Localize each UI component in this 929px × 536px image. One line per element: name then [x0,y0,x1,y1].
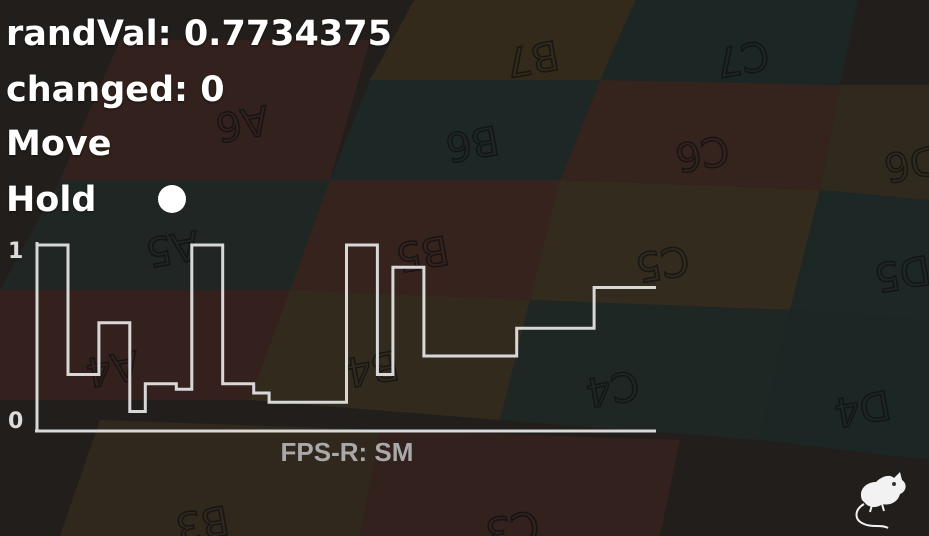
mouse-icon [855,472,906,529]
hold-indicator-dot [158,185,186,213]
board-tile-label: D6 [881,135,929,190]
board-tile [360,430,680,536]
board-tile-label: C4 [582,361,643,416]
board-tile-label: C5 [632,236,693,291]
board-tile [820,85,929,200]
y-tick-label-bottom: 0 [8,409,23,434]
board-tile [790,190,929,320]
board-tile-label: C7 [712,31,773,86]
move-label: Move [6,124,112,164]
board-tile-label: A6 [212,96,272,150]
board-tile [530,180,820,310]
board-tile [60,40,370,180]
board-tile [0,180,330,290]
board-tile-label: A4 [82,341,142,395]
changed-readout: changed: 0 [6,70,225,110]
board-tile [500,300,790,440]
board-tile-label: B7 [502,31,562,85]
board-tile [0,290,290,400]
series-line [37,243,656,413]
board-tile-label: B5 [392,226,452,280]
board-tile [330,80,600,180]
board-tile [60,420,380,536]
board-tile-label: D4 [831,380,894,435]
fps-r-line-chart: 1 0 FPS-R: SM [8,239,656,467]
board-tile [250,290,530,420]
board-tile [600,0,858,85]
board-tile [290,180,560,300]
board-tile [370,0,636,80]
y-tick-label-top: 1 [8,239,23,264]
board-tile [560,80,840,190]
board-tile [760,310,929,460]
hold-label: Hold [6,180,97,220]
board-tile-label: C6 [672,126,733,181]
chart-title: FPS-R: SM [281,437,414,467]
rand-val-readout: randVal: 0.7734375 [6,14,392,54]
board-tile-label: B6 [442,116,502,170]
board-tile-label: D5 [871,245,929,300]
